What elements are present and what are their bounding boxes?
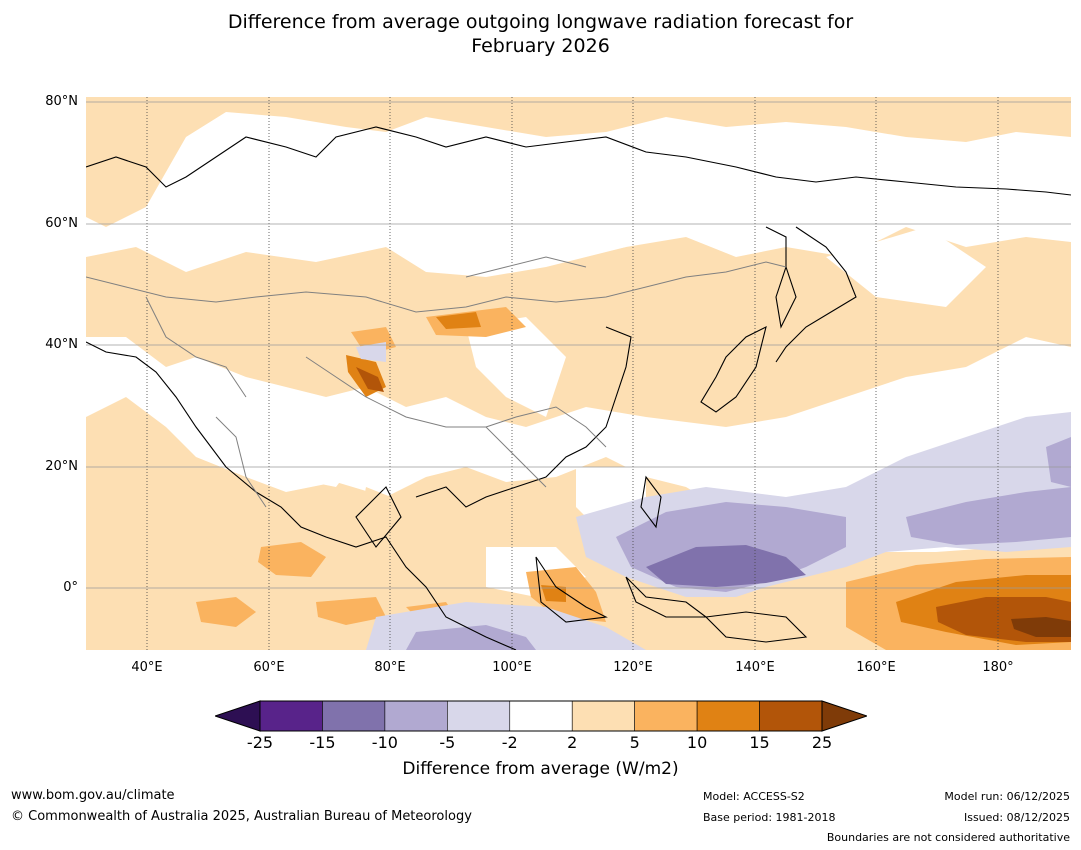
lon-label-120e: 120°E [613,660,653,675]
colorbar-segment [509,700,573,732]
lon-label-40e: 40°E [131,660,163,675]
lat-label-80n: 80°N [45,94,78,109]
colorbar-segment [447,700,511,732]
lat-label-0: 0° [63,580,78,595]
colorbar-tick: 2 [567,733,578,752]
colorbar-segment [571,700,635,732]
colorbar-tick: 5 [629,733,640,752]
lon-label-60e: 60°E [253,660,285,675]
colorbar-extend-high [821,700,867,732]
colorbar-tick: -10 [371,733,398,752]
colorbar-segment [696,700,760,732]
model-run-text: Model run: 06/12/2025 [944,790,1070,803]
country-boundaries [86,256,787,508]
disclaimer-text: Boundaries are not considered authoritat… [826,831,1070,844]
colorbar-segments [215,700,867,732]
title-line-1: Difference from average outgoing longwav… [227,11,854,33]
colorbar-label: Difference from average (W/m2) [402,759,679,779]
lat-label-60n: 60°N [45,216,78,231]
colorbar-tick: -5 [439,733,456,752]
coastlines [86,126,1071,650]
colorbar-tick: 25 [811,733,833,752]
colorbar-tick: 10 [686,733,708,752]
colorbar-segment [259,700,323,732]
website-text: www.bom.gov.au/climate [11,788,175,803]
lon-label-80e: 80°E [374,660,406,675]
anomaly-minus-10-to-15-regions [646,545,806,587]
lon-label-140e: 140°E [735,660,775,675]
near-average-regions [206,137,986,597]
copyright-text: © Commonwealth of Australia 2025, Austra… [11,809,472,824]
colorbar-tick: 15 [749,733,770,752]
model-text: Model: ACCESS-S2 [703,790,805,803]
chart-title: Difference from average outgoing longwav… [0,10,1081,58]
colorbar-tick: -2 [501,733,518,752]
colorbar [215,700,867,732]
colorbar-tick: -25 [246,733,274,752]
colorbar-segment [759,700,823,732]
lat-label-20n: 20°N [45,459,78,474]
longitude-gridlines [146,97,999,650]
lon-label-180: 180° [982,660,1014,675]
lat-label-40n: 40°N [45,337,78,352]
anomaly-over-25-regions [1011,617,1071,637]
colorbar-extend-low [215,700,261,732]
base-period-text: Base period: 1981-2018 [703,811,836,824]
latitude-gridlines [86,101,1071,589]
colorbar-segment [322,700,386,732]
title-line-2: February 2026 [471,35,610,57]
olr-anomaly-map [86,97,1071,650]
issued-text: Issued: 08/12/2025 [963,811,1070,824]
lon-label-160e: 160°E [856,660,896,675]
lon-label-100e: 100°E [492,660,532,675]
colorbar-segment [634,700,698,732]
colorbar-frame [259,700,823,732]
colorbar-tick: -15 [309,733,336,752]
map-canvas [86,97,1071,650]
colorbar-segment [384,700,448,732]
